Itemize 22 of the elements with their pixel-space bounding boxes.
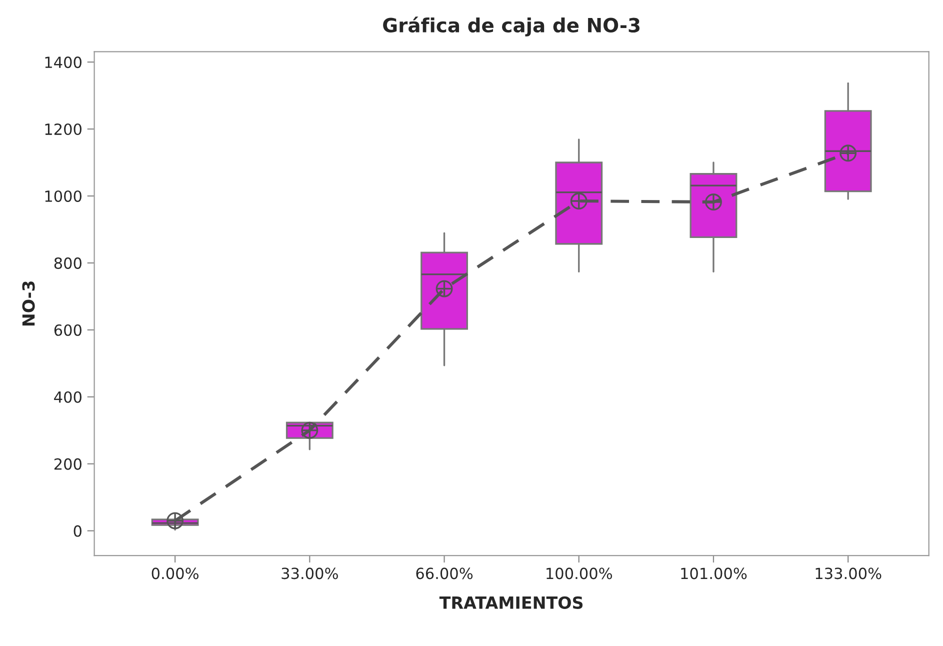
y-tick-label: 1000 <box>45 190 82 202</box>
point <box>436 280 453 298</box>
y-tick-label: 600 <box>54 324 82 336</box>
y-tick-label: 0 <box>74 525 82 537</box>
x-tick-label: 33.00% <box>282 568 338 580</box>
x-tick-label: 66.00% <box>416 568 473 580</box>
x-tick-label: 101.00% <box>681 568 747 580</box>
y-tick-label: 800 <box>54 257 82 269</box>
y-axis-title: NO-3 <box>22 281 35 326</box>
point <box>166 512 184 530</box>
x-tick-label: 100.00% <box>546 568 612 580</box>
y-tick-label: 1400 <box>45 56 82 68</box>
x-tick-label: 133.00% <box>816 568 882 580</box>
point <box>301 422 318 439</box>
x-axis-title: TRATAMIENTOS <box>439 596 583 609</box>
point <box>840 144 857 162</box>
y-tick-label: 200 <box>54 458 82 470</box>
y-tick-label: 1200 <box>45 123 82 136</box>
chart-title: Gráfica de caja de NO-3 <box>383 16 640 36</box>
x-tick-label: 0.00% <box>152 568 198 580</box>
y-tick-label: 400 <box>54 391 82 403</box>
point <box>570 192 588 210</box>
